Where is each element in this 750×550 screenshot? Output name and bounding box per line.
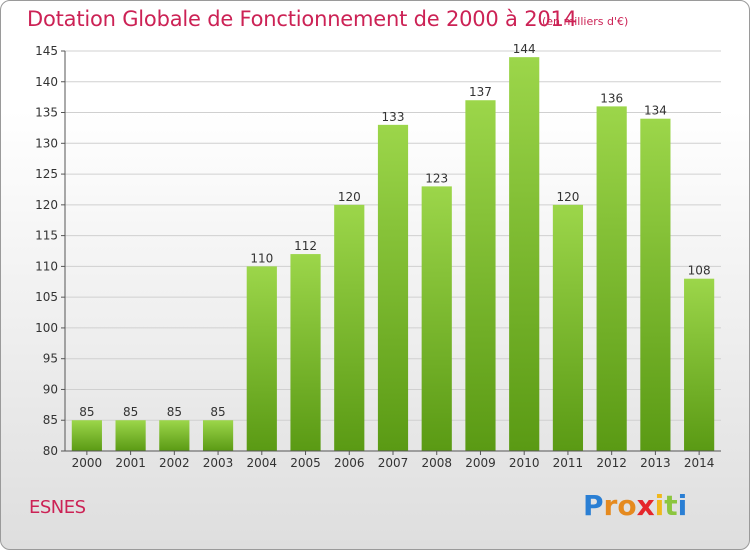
y-tick-label: 135 <box>35 106 58 120</box>
x-tick-label: 2009 <box>465 456 496 470</box>
bar-value-label: 137 <box>469 85 492 99</box>
bar <box>552 204 584 451</box>
x-tick-label: 2013 <box>640 456 671 470</box>
x-tick-label: 2010 <box>509 456 540 470</box>
bar <box>290 254 321 451</box>
commune-name: ESNES <box>29 497 86 518</box>
y-tick-label: 80 <box>43 444 58 458</box>
y-tick-label: 140 <box>35 75 58 89</box>
bar <box>684 278 715 451</box>
x-tick-label: 2003 <box>203 456 234 470</box>
bar <box>465 100 496 451</box>
bar-value-label: 120 <box>556 190 579 204</box>
bar <box>71 420 102 451</box>
axes <box>61 50 721 455</box>
x-tick-label: 2004 <box>247 456 278 470</box>
bar-value-label: 134 <box>644 104 667 118</box>
x-tick-label: 2014 <box>684 456 715 470</box>
bar-value-label: 85 <box>167 405 182 419</box>
y-tick-label: 100 <box>35 321 58 335</box>
bar <box>640 118 671 451</box>
y-tick-label: 105 <box>35 290 58 304</box>
bar <box>596 106 627 451</box>
bar-value-label: 112 <box>294 239 317 253</box>
x-tick-label: 2005 <box>290 456 321 470</box>
y-tick-label: 115 <box>35 229 58 243</box>
bar <box>115 420 146 451</box>
x-tick-label: 2011 <box>553 456 584 470</box>
y-tick-label: 85 <box>43 413 58 427</box>
labels: 80 85 90 95 100 105 110 115 120 125 130 135 140 145 85… <box>35 42 714 470</box>
logo-letter: x <box>636 489 655 522</box>
logo-letter: o <box>617 489 637 522</box>
x-tick-label: 2008 <box>421 456 452 470</box>
y-tick-label: 95 <box>43 352 58 366</box>
bar-value-label: 85 <box>210 405 225 419</box>
bar <box>509 57 540 452</box>
bar-value-label: 133 <box>382 110 405 124</box>
bar <box>377 124 409 451</box>
y-tick-label: 120 <box>35 198 58 212</box>
logo-letter: P <box>583 489 604 522</box>
bar-value-label: 144 <box>513 42 536 56</box>
bar <box>421 186 452 451</box>
logo-letter: i <box>654 489 665 522</box>
x-tick-label: 2007 <box>378 456 409 470</box>
logo-letter: i <box>677 489 688 522</box>
y-tick-label: 90 <box>43 382 58 396</box>
bar <box>159 420 190 451</box>
bar-value-label: 136 <box>600 91 623 105</box>
bar-value-label: 110 <box>250 251 273 265</box>
bar-value-label: 108 <box>688 264 711 278</box>
logo-letter: t <box>664 489 678 522</box>
bars <box>71 57 715 452</box>
bar <box>334 204 365 451</box>
y-tick-label: 125 <box>35 167 58 181</box>
proxiti-logo[interactable]: Proxiti <box>583 489 687 522</box>
chart-unit-note: (en milliers d'€) <box>542 15 629 28</box>
chart-title: Dotation Globale de Fonctionnement de 20… <box>27 7 577 31</box>
x-tick-label: 2002 <box>159 456 190 470</box>
y-tick-label: 130 <box>35 136 58 150</box>
y-tick-label: 145 <box>35 44 58 58</box>
bar-value-label: 85 <box>123 405 138 419</box>
x-tick-label: 2006 <box>334 456 365 470</box>
y-tick-label: 110 <box>35 259 58 273</box>
x-tick-label: 2000 <box>72 456 103 470</box>
bar <box>246 266 277 451</box>
bar-value-label: 120 <box>338 190 361 204</box>
x-tick-label: 2012 <box>596 456 627 470</box>
logo-letter: r <box>603 489 618 522</box>
bar <box>202 420 234 451</box>
bar-value-label: 85 <box>79 405 94 419</box>
bar-value-label: 123 <box>425 171 448 185</box>
x-tick-label: 2001 <box>115 456 146 470</box>
